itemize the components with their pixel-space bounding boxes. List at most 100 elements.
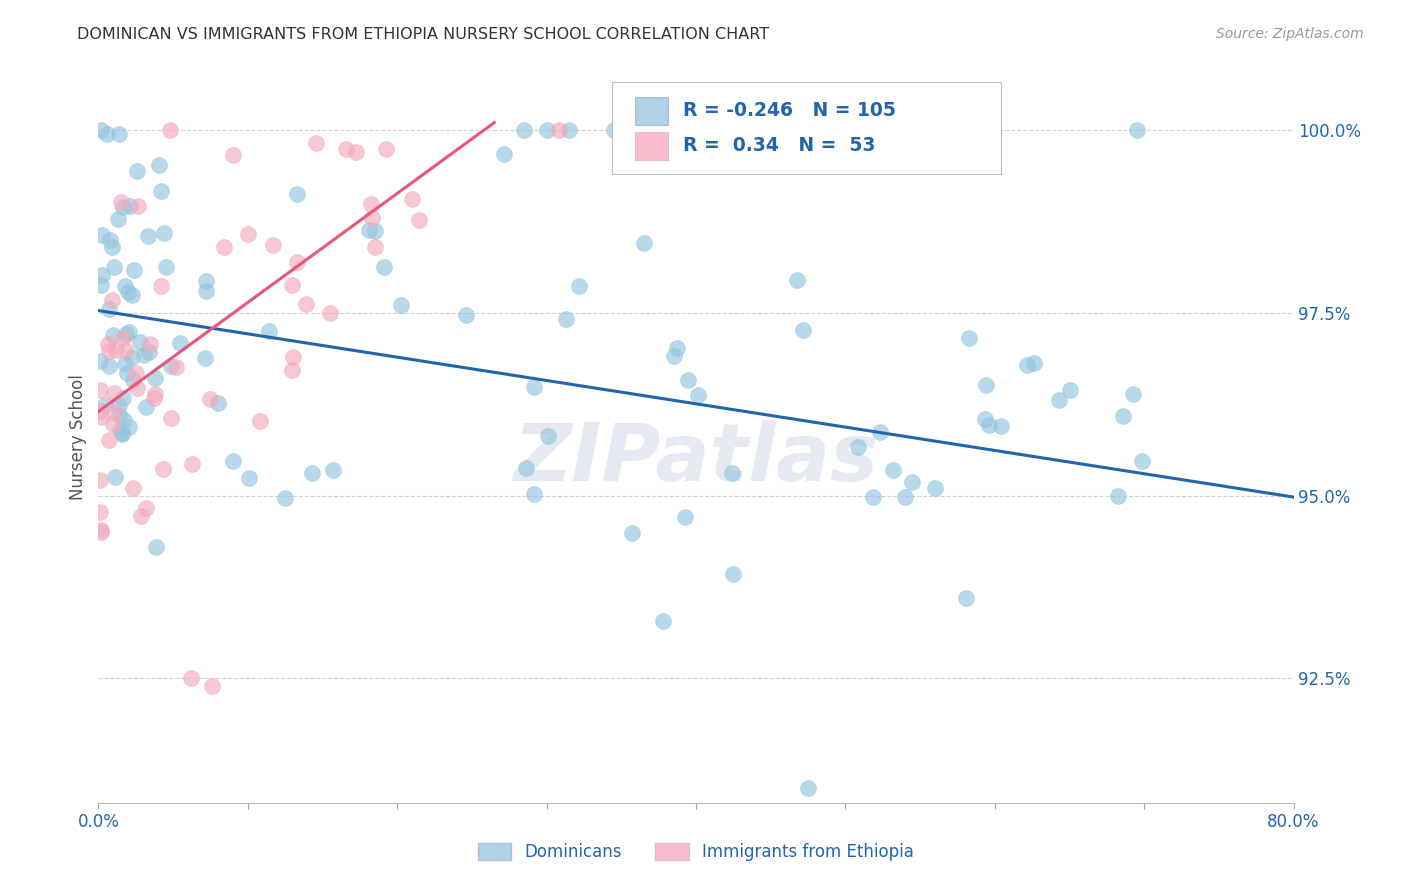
- Point: [108, 423, 131, 437]
- Point: [882, 463, 904, 477]
- Point: [238, 471, 260, 485]
- Point: [98, 301, 121, 316]
- Point: [1130, 453, 1153, 467]
- Point: [138, 336, 160, 351]
- Point: [149, 184, 172, 198]
- Point: [262, 237, 284, 252]
- Point: [454, 308, 477, 322]
- Point: [97, 434, 120, 448]
- Text: R =  0.34   N =  53: R = 0.34 N = 53: [683, 136, 876, 155]
- Point: [567, 278, 589, 293]
- Point: [373, 260, 395, 274]
- Point: [207, 396, 229, 410]
- Point: [114, 357, 136, 371]
- FancyBboxPatch shape: [636, 132, 668, 160]
- Point: [108, 398, 131, 412]
- Text: DOMINICAN VS IMMIGRANTS FROM ETHIOPIA NURSERY SCHOOL CORRELATION CHART: DOMINICAN VS IMMIGRANTS FROM ETHIOPIA NU…: [77, 27, 769, 42]
- Point: [153, 226, 176, 240]
- Point: [145, 540, 167, 554]
- Point: [115, 366, 138, 380]
- Point: [283, 350, 305, 364]
- Point: [90, 277, 112, 292]
- Point: [101, 239, 124, 253]
- Point: [651, 615, 673, 629]
- Text: ZIPatlas: ZIPatlas: [513, 420, 879, 498]
- Point: [955, 591, 977, 606]
- Point: [111, 331, 134, 345]
- Point: [558, 123, 581, 137]
- Point: [96, 127, 118, 141]
- Point: [150, 278, 173, 293]
- Point: [1017, 358, 1039, 372]
- Point: [536, 123, 558, 137]
- Point: [194, 274, 217, 288]
- Point: [118, 326, 141, 340]
- FancyBboxPatch shape: [613, 82, 1001, 174]
- Point: [148, 158, 170, 172]
- Point: [128, 334, 150, 349]
- Point: [274, 491, 297, 505]
- Point: [924, 481, 946, 495]
- Point: [720, 466, 742, 480]
- Point: [101, 417, 124, 432]
- Point: [127, 199, 149, 213]
- Point: [159, 123, 181, 137]
- Point: [118, 199, 141, 213]
- Point: [513, 123, 536, 137]
- Point: [678, 373, 700, 387]
- Point: [846, 440, 869, 454]
- Point: [792, 323, 814, 337]
- Point: [492, 147, 515, 161]
- Point: [118, 420, 141, 434]
- Point: [155, 260, 177, 275]
- Text: R = -0.246   N = 105: R = -0.246 N = 105: [683, 102, 896, 120]
- Point: [665, 341, 688, 355]
- Point: [152, 462, 174, 476]
- Point: [1059, 383, 1081, 397]
- Point: [138, 344, 160, 359]
- Point: [686, 387, 709, 401]
- Point: [523, 380, 546, 394]
- Point: [121, 288, 143, 302]
- Point: [1022, 356, 1045, 370]
- Point: [974, 378, 997, 392]
- Point: [869, 425, 891, 440]
- Point: [89, 505, 111, 519]
- Point: [107, 212, 129, 227]
- Point: [301, 466, 323, 480]
- Point: [195, 284, 218, 298]
- Point: [115, 326, 138, 341]
- Point: [89, 403, 111, 417]
- Point: [280, 277, 302, 292]
- Point: [117, 285, 139, 300]
- Point: [633, 235, 655, 250]
- Point: [111, 427, 134, 442]
- Point: [723, 566, 745, 581]
- Point: [135, 400, 157, 414]
- Point: [974, 412, 997, 426]
- Point: [129, 509, 152, 524]
- Point: [295, 297, 318, 311]
- Point: [90, 523, 112, 537]
- Point: [114, 279, 136, 293]
- Point: [862, 490, 884, 504]
- Point: [222, 454, 245, 468]
- Point: [990, 418, 1012, 433]
- Point: [111, 200, 134, 214]
- Point: [90, 268, 112, 282]
- Point: [111, 426, 134, 441]
- Point: [97, 337, 120, 351]
- Point: [103, 260, 125, 274]
- Point: [112, 413, 135, 427]
- Point: [523, 486, 546, 500]
- Point: [90, 123, 112, 137]
- Point: [236, 227, 259, 242]
- Point: [285, 187, 308, 202]
- Point: [194, 351, 217, 365]
- Point: [143, 391, 166, 405]
- Point: [104, 405, 127, 419]
- Point: [408, 213, 430, 227]
- Point: [135, 501, 157, 516]
- Point: [901, 475, 924, 489]
- Point: [1112, 409, 1135, 423]
